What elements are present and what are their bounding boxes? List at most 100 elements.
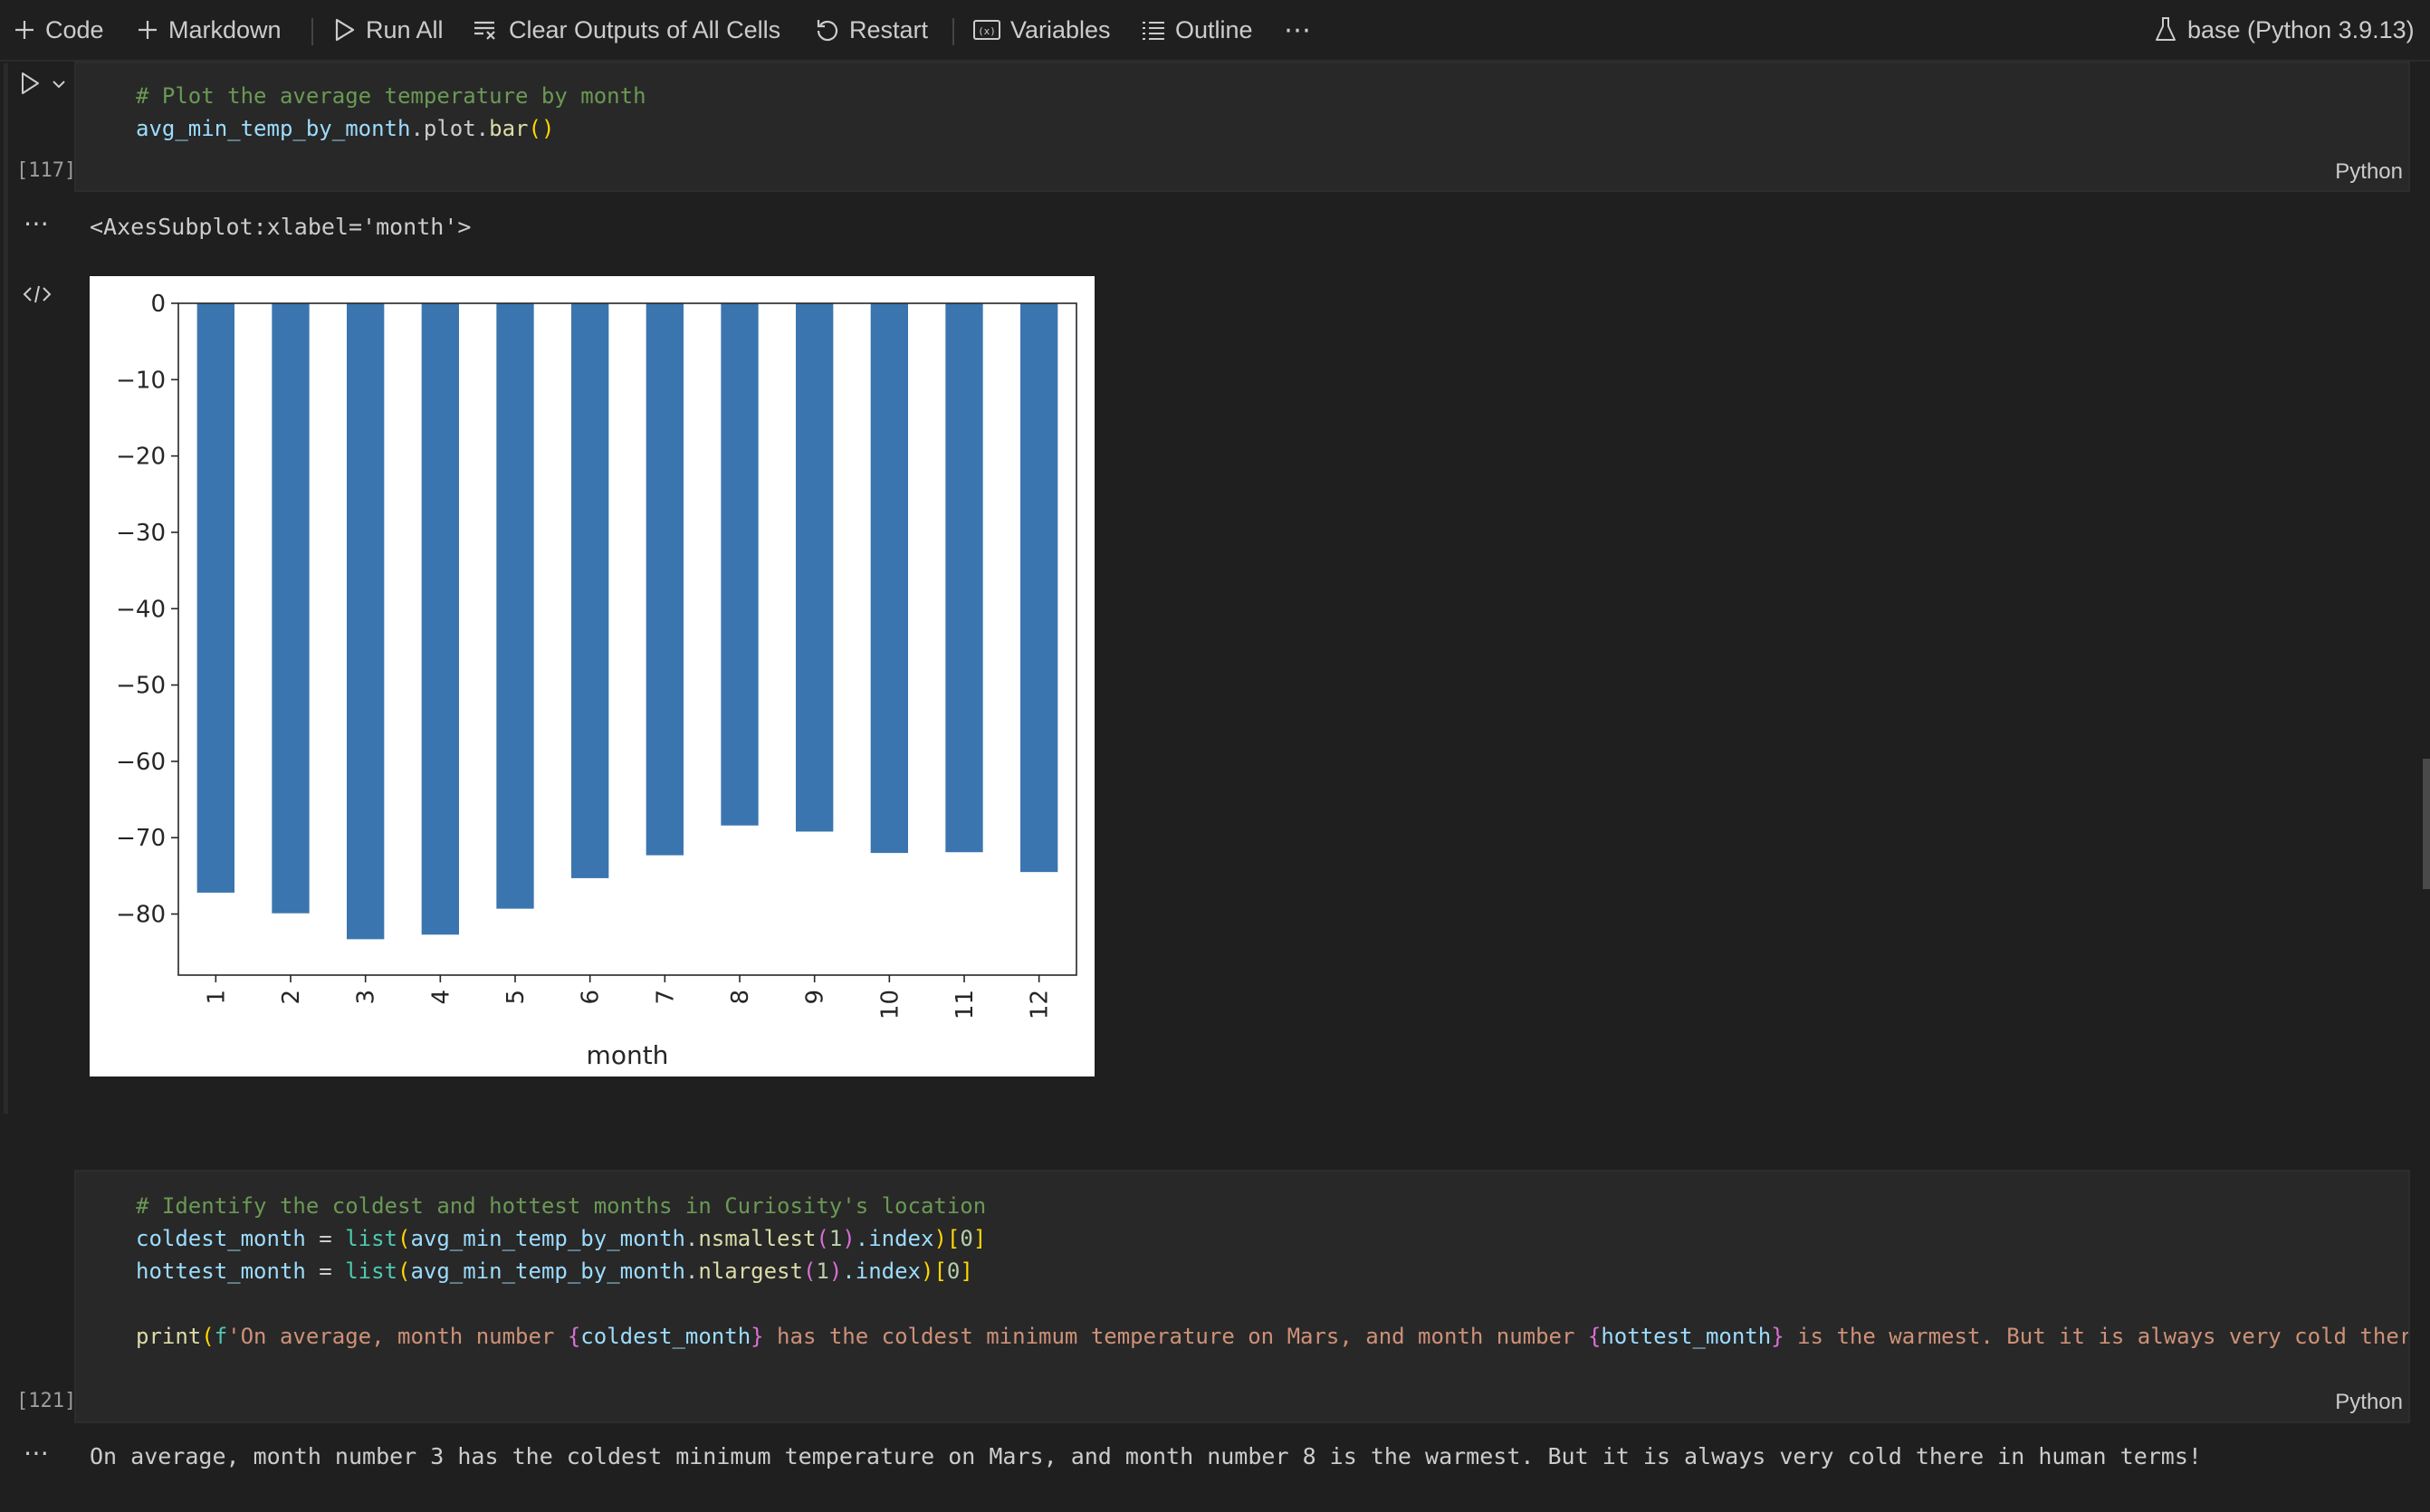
x-tick-label: 3 [353,990,380,1005]
execution-count: [117] [16,159,77,182]
code-token: ) [842,1226,856,1251]
code-token: ( [802,1258,817,1284]
outline-label: Outline [1175,15,1253,43]
more-actions-button[interactable]: ⋯ [1284,12,1311,48]
run-options-dropdown[interactable] [51,78,67,95]
output-repr: <AxesSubplot:xlabel='month'> [90,214,472,240]
bar-month-4 [421,303,459,935]
run-all-button[interactable]: Run All [331,12,444,48]
play-icon [22,72,39,94]
output-menu-button[interactable]: ⋯ [24,209,50,237]
x-tick-label: 11 [952,990,979,1019]
code-token: [ [933,1258,947,1284]
bar-month-5 [496,303,534,909]
x-tick-label: 6 [578,990,605,1005]
code-token: list [345,1226,397,1251]
code-token: is the warmest. But it is always very co… [1784,1324,2408,1349]
x-tick-label: 4 [427,990,454,1005]
output-menu-button[interactable]: ⋯ [24,1439,50,1467]
code-token: hottest_month [1601,1324,1772,1349]
kernel-picker[interactable]: base (Python 3.9.13) [2153,12,2415,48]
code-cell-editor[interactable] [74,1170,2410,1423]
plus-icon [15,21,33,39]
run-cell-button[interactable] [18,71,42,100]
code-token: ) [933,1226,947,1251]
bar-chart: 0−10−20−30−40−50−60−70−801 2 3 4 5 6 7 8 9 10 11 12… [116,291,1077,1070]
y-tick-label: −40 [116,596,166,623]
restart-label: Restart [849,15,929,43]
code-token: = [305,1258,346,1284]
code-token: ) [828,1258,843,1284]
bar-month-3 [347,303,385,940]
code-line: # Plot the average temperature by month [136,80,646,112]
code-line: # Identify the coldest and hottest month… [136,1190,986,1222]
add-code-cell-button[interactable]: Code [13,12,104,48]
vertical-scrollbar[interactable] [2423,759,2430,889]
code-brackets-icon [23,285,52,303]
code-line: print(f'On average, month number {coldes… [136,1320,2408,1353]
code-token: . [684,1226,699,1251]
clear-outputs-button[interactable]: Clear Outputs of All Cells [473,12,780,48]
restart-kernel-button[interactable]: Restart [815,12,928,48]
run-all-label: Run All [366,15,444,43]
y-tick-label: −10 [116,367,166,394]
bar-month-12 [1020,303,1058,873]
x-tick-label: 2 [278,990,305,1005]
code-line: coldest_month = list(avg_min_temp_by_mon… [136,1222,986,1255]
cell-language-indicator[interactable]: Python [2335,159,2403,184]
code-token: { [567,1324,581,1349]
y-tick-label: −30 [116,520,166,547]
y-tick-label: −60 [116,749,166,776]
code-token: ) [921,1258,934,1284]
svg-text:(x): (x) [978,25,996,37]
outline-button[interactable]: Outline [1141,12,1253,48]
cell-language-indicator[interactable]: Python [2335,1390,2403,1414]
code-comment: # Identify the coldest and hottest month… [136,1193,987,1219]
chevron-down-icon [53,81,65,89]
code-cell-editor[interactable] [74,62,2410,192]
play-icon [335,18,355,42]
plus-icon [139,21,157,39]
execution-count: [121] [16,1390,77,1412]
code-token: ( [397,1226,411,1251]
y-tick-label: −70 [116,825,166,852]
code-comment: # Plot the average temperature by month [136,83,646,109]
bar-month-2 [272,303,310,914]
more-icon: ⋯ [1284,14,1311,45]
code-token: { [1587,1324,1602,1349]
code-token: print [136,1324,202,1349]
code-token: f [214,1324,228,1349]
code-token: } [751,1324,764,1349]
y-tick-label: −80 [116,902,166,929]
output-text: On average, month number 3 has the colde… [90,1443,2202,1469]
code-token: avg_min_temp_by_month [410,1258,685,1284]
notebook-toolbar: Code Markdown Run All Clear Outputs of A… [0,0,2430,62]
bar-month-9 [796,303,834,832]
bar-month-8 [721,303,759,826]
code-token: 'On average, month number [227,1324,568,1349]
code-token: ( [397,1258,411,1284]
plot-frame [177,302,1077,976]
kernel-label: base (Python 3.9.13) [2187,15,2415,43]
y-tick-label: −20 [116,444,166,471]
x-tick-label: 5 [502,990,530,1005]
code-token: hottest_month [136,1258,306,1284]
x-tick-label: 1 [203,990,230,1005]
code-button-label: Code [45,15,104,43]
bar-month-1 [196,303,234,893]
code-token: coldest_month [136,1226,306,1251]
variables-button[interactable]: (x) Variables [972,12,1111,48]
code-token: 1 [816,1258,829,1284]
change-mime-type-button[interactable] [22,282,53,311]
y-tick-label: 0 [150,291,166,318]
bar-month-7 [646,303,684,856]
x-tick-label: 7 [652,990,679,1005]
add-markdown-cell-button[interactable]: Markdown [136,12,282,48]
code-token: 0 [960,1226,973,1251]
code-line: hottest_month = list(avg_min_temp_by_mon… [136,1255,973,1287]
code-token: [ [946,1226,961,1251]
x-tick-label: 9 [802,990,829,1005]
flask-icon [2156,17,2176,41]
code-line: avg_min_temp_by_month.plot.bar() [136,112,554,145]
x-axis-label: month [587,1040,669,1070]
